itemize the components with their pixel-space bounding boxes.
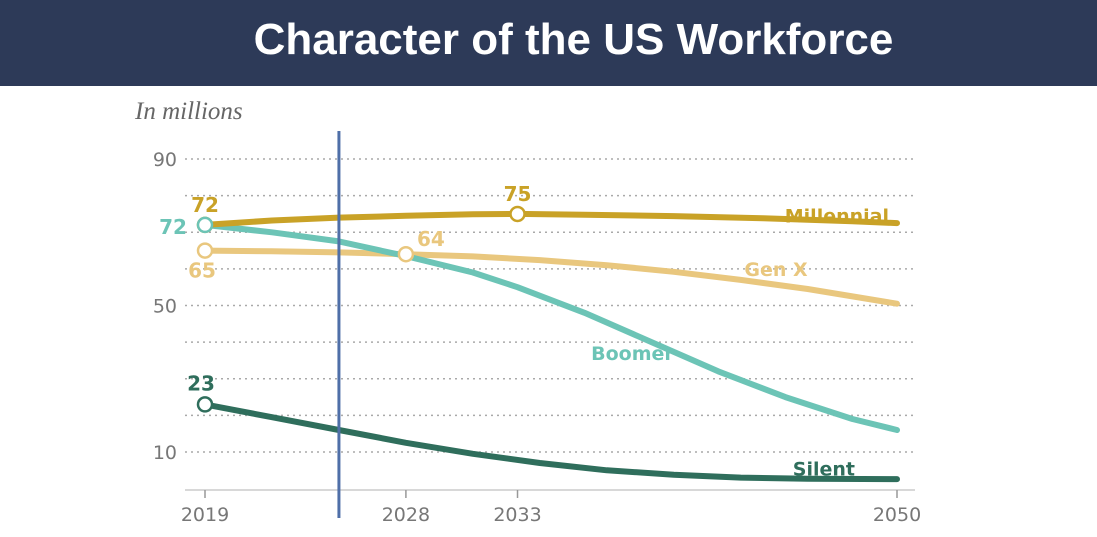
data-points [196, 205, 526, 413]
workforce-line-chart: In millions 10 50 90 2019 2028 2033 2050 72 75… [134, 98, 921, 526]
series-line-silent [202, 401, 900, 483]
series-line-gen-x [202, 247, 900, 307]
x-tick-label-2019: 2019 [181, 504, 229, 526]
data-label-gen-x-2028: 64 [417, 227, 445, 251]
title-bar: Character of the US Workforce [0, 0, 1097, 86]
legend-label-millennial: Millennial [785, 205, 889, 227]
data-label-gen-x-2019: 65 [188, 259, 216, 283]
y-tick-label-50: 50 [153, 296, 177, 318]
data-label-boomer-2019: 72 [159, 215, 187, 239]
x-tick-label-2033: 2033 [493, 504, 541, 526]
data-label-silent-2019: 23 [187, 371, 215, 395]
y-tick-label-10: 10 [153, 442, 177, 464]
x-tick-label-2028: 2028 [382, 504, 430, 526]
legend-label-boomer: Boomer [591, 343, 674, 365]
point-gen-x-2019 [196, 242, 214, 259]
data-label-millennial-2019: 72 [191, 193, 219, 217]
data-labels: 72 75 65 64 72 23 Millennial Gen X Boomer Silent [159, 182, 889, 481]
point-gen-x-2028 [397, 245, 415, 263]
gridlines: 10 50 90 [153, 149, 915, 464]
x-axis: 2019 2028 2033 2050 [181, 489, 921, 526]
y-tick-label-90: 90 [153, 149, 177, 171]
point-silent-2019 [196, 396, 214, 413]
point-millennial-2033 [509, 205, 526, 223]
series-lines [202, 210, 900, 483]
page-title: Character of the US Workforce [253, 15, 894, 64]
data-label-millennial-2033: 75 [504, 182, 532, 206]
series-line-boomer [202, 221, 900, 433]
legend-label-silent: Silent [793, 458, 855, 480]
legend-label-gen-x: Gen X [744, 259, 808, 281]
x-tick-label-2050: 2050 [873, 504, 921, 526]
point-boomer-2019 [196, 216, 214, 234]
y-axis-unit-label: In millions [134, 98, 243, 125]
